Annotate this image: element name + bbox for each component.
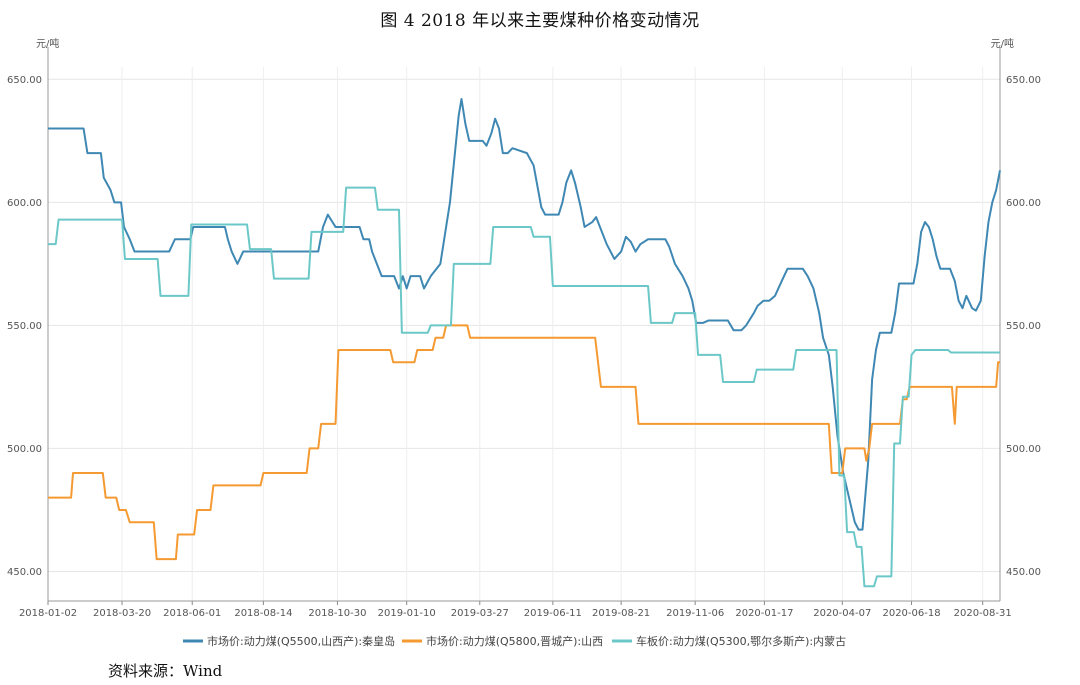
y-tick-label-left: 550.00 [7, 321, 42, 332]
y-tick-label-left: 650.00 [7, 75, 42, 86]
source-note: 资料来源：Wind [108, 662, 223, 680]
x-tick-label: 2018-01-02 [19, 608, 77, 619]
series-line-qhd [48, 97, 1001, 531]
x-tick-label: 2019-01-10 [378, 608, 436, 619]
x-tick-label: 2020-08-31 [954, 608, 1012, 619]
series-layer [48, 97, 1001, 588]
x-tick-label: 2019-11-06 [666, 608, 724, 619]
x-tick-label: 2018-10-30 [308, 608, 366, 619]
series-line-nmg [48, 186, 1000, 588]
x-tick-label: 2018-03-20 [93, 608, 151, 619]
legend-label-jc: 市场价:动力煤(Q5800,晋城产):山西 [426, 634, 603, 648]
y-tick-label-right: 550.00 [1006, 321, 1041, 332]
x-tick-label: 2019-06-11 [524, 608, 582, 619]
legend-label-nmg: 车板价:动力煤(Q5300,鄂尔多斯产):内蒙古 [636, 634, 846, 648]
x-tick-label: 2020-04-07 [813, 608, 871, 619]
y-tick-label-left: 500.00 [7, 444, 42, 455]
y-tick-label-left: 600.00 [7, 198, 42, 209]
grid-layer [47, 67, 1000, 601]
y-tick-label-right: 450.00 [1006, 567, 1041, 578]
x-tick-label: 2018-08-14 [234, 608, 292, 619]
y-tick-label-right: 500.00 [1006, 444, 1041, 455]
figure-title: 图 4 2018 年以来主要煤种价格变动情况 [380, 11, 700, 31]
x-tick-label: 2018-06-01 [163, 608, 221, 619]
x-tick-label: 2020-01-17 [735, 608, 793, 619]
y-tick-label-right: 600.00 [1006, 198, 1041, 209]
axis-layer: 650.00 650.00 600.00 600.00 550.00 550.00 500.… [7, 37, 1041, 619]
legend: 市场价:动力煤(Q5500,山西产):秦皇岛 市场价:动力煤(Q5800,晋城产)… [183, 634, 846, 648]
x-tick-label: 2019-03-27 [451, 608, 509, 619]
x-tick-label: 2020-06-18 [882, 608, 940, 619]
series-line-jc [48, 324, 1000, 561]
x-tick-label: 2019-08-21 [592, 608, 650, 619]
y-unit-right: 元/吨 [991, 37, 1014, 50]
legend-label-qhd: 市场价:动力煤(Q5500,山西产):秦皇岛 [207, 634, 395, 648]
y-tick-label-right: 650.00 [1006, 75, 1041, 86]
price-line-chart: 650.00 650.00 600.00 600.00 550.00 550.00 500.… [7, 37, 1041, 648]
y-tick-label-left: 450.00 [7, 567, 42, 578]
y-unit-left: 元/吨 [36, 37, 59, 50]
